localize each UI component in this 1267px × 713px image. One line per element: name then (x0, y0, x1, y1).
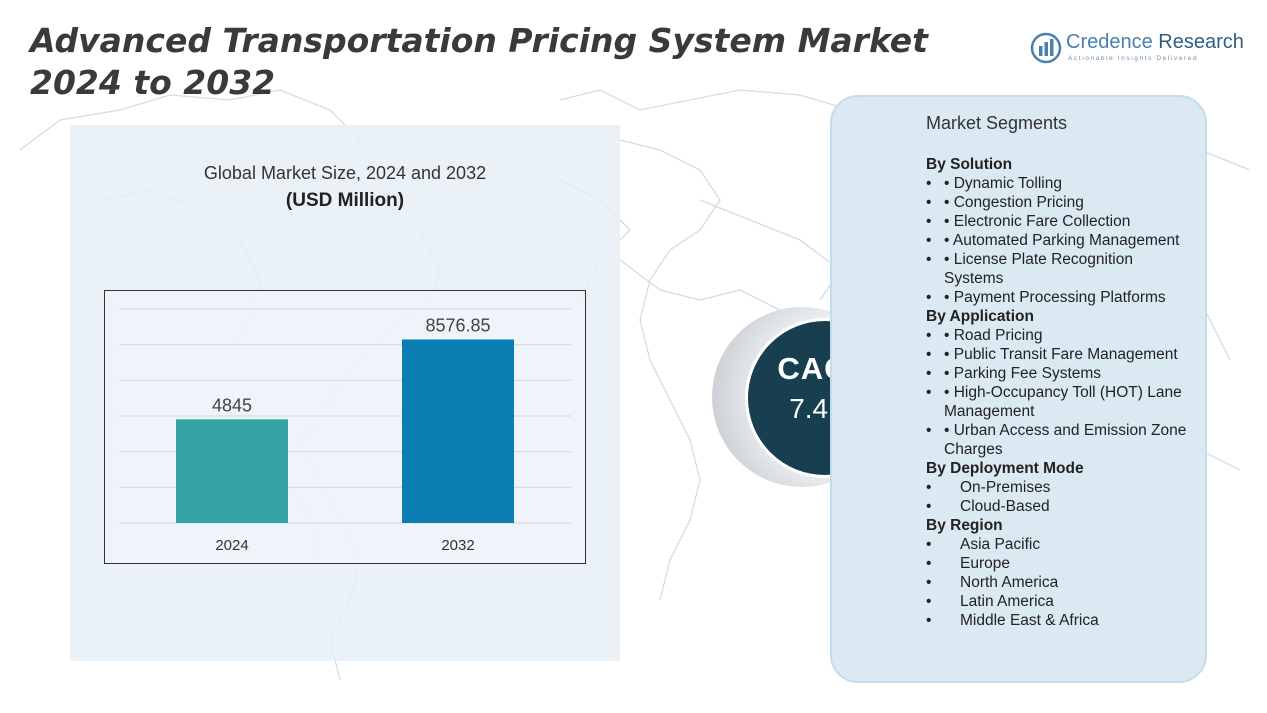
logo-chart-icon (1030, 32, 1062, 64)
segment-item: • • Dynamic Tolling (926, 174, 1196, 193)
segments-list: By Solution • • Dynamic Tolling • • Congesti… (926, 155, 1196, 630)
bullet-icon: • (926, 251, 932, 268)
logo-tagline: Actionable Insights Delivered (1068, 55, 1199, 62)
segment-item: • • Automated Parking Management (926, 231, 1196, 250)
data-label: 4845 (212, 395, 252, 415)
segment-item: • Europe (926, 554, 1196, 573)
segment-item-label: Cloud-Based (960, 498, 1050, 515)
logo-name: Credence Research (1066, 31, 1244, 54)
logo-name-first: Credence (1066, 31, 1153, 53)
segment-item-label: Europe (960, 555, 1010, 572)
x-tick-label: 2032 (441, 537, 474, 554)
segment-item-label: • Dynamic Tolling (944, 175, 1062, 192)
segment-item-label: • Road Pricing (944, 327, 1043, 344)
bullet-icon: • (926, 536, 932, 553)
bullet-icon: • (926, 327, 932, 344)
chart-title: Global Market Size, 2024 and 2032 (203, 163, 487, 183)
bullet-icon: • (926, 593, 932, 610)
segment-item-label: Latin America (960, 593, 1054, 610)
bullet-icon: • (926, 346, 932, 363)
segment-category: By Solution (926, 156, 1013, 173)
data-label: 8576.85 (425, 315, 490, 335)
segment-item: • • Public Transit Fare Management (926, 345, 1196, 364)
segment-item-label: • Electronic Fare Collection (944, 213, 1131, 230)
bullet-icon: • (926, 365, 932, 382)
segment-item-label: Asia Pacific (960, 536, 1041, 553)
segment-item: • • Congestion Pricing (926, 193, 1196, 212)
segment-item-label: North America (960, 574, 1059, 591)
logo-name-second: Research (1152, 31, 1244, 53)
chart-frame: 4845 2024 8576.85 2032 (104, 290, 586, 564)
segment-item-label: • Urban Access and Emission Zone Charges (944, 422, 1187, 458)
segment-category: By Application (926, 308, 1034, 325)
bullet-icon: • (926, 612, 932, 629)
bullet-icon: • (926, 555, 932, 572)
segment-category: By Deployment Mode (926, 460, 1084, 477)
segment-item: • • Electronic Fare Collection (926, 212, 1196, 231)
segment-item-label: On-Premises (960, 479, 1051, 496)
segment-category: By Region (926, 517, 1003, 534)
segment-item: • • License Plate Recognition Systems (926, 250, 1196, 288)
chart-panel: Global Market Size, 2024 and 2032 (USD M… (70, 125, 620, 661)
segment-item: • • High-Occupancy Toll (HOT) Lane Manage… (926, 383, 1196, 421)
bullet-icon: • (926, 422, 932, 439)
segment-item-label: Middle East & Africa (960, 612, 1099, 629)
segments-heading: Market Segments (926, 113, 1068, 133)
segment-item-label: • High-Occupancy Toll (HOT) Lane Managem… (944, 384, 1182, 420)
segment-item-label: • Congestion Pricing (944, 194, 1084, 211)
bullet-icon: • (926, 194, 932, 211)
segment-item: • • Urban Access and Emission Zone Charge… (926, 421, 1196, 459)
chart-unit-label: (USD Million) (285, 190, 405, 211)
bullet-icon: • (926, 289, 932, 306)
bullet-icon: • (926, 213, 932, 230)
x-tick-label: 2024 (215, 537, 248, 554)
bullet-icon: • (926, 232, 932, 249)
bar-2024 (176, 419, 288, 523)
bullet-icon: • (926, 498, 932, 515)
bullet-icon: • (926, 574, 932, 591)
segment-item-label: • License Plate Recognition Systems (944, 251, 1133, 287)
segment-item: • • Payment Processing Platforms (926, 288, 1196, 307)
segment-item: • Asia Pacific (926, 535, 1196, 554)
segment-item: • Latin America (926, 592, 1196, 611)
bar-chart: 4845 2024 8576.85 2032 (119, 308, 571, 554)
bullet-icon: • (926, 175, 932, 192)
credence-research-logo: Credence Research Actionable Insights De… (1030, 30, 1245, 66)
segment-item-label: • Payment Processing Platforms (944, 289, 1166, 306)
segment-item: • • Parking Fee Systems (926, 364, 1196, 383)
bullet-icon: • (926, 479, 932, 496)
segment-item: • Cloud-Based (926, 497, 1196, 516)
bar-2032 (402, 339, 514, 523)
market-segments-card: Market Segments By Solution • • Dynamic To… (830, 95, 1207, 683)
bullet-icon: • (926, 384, 932, 401)
segment-item-label: • Parking Fee Systems (944, 365, 1102, 382)
segment-item: • On-Premises (926, 478, 1196, 497)
segment-item-label: • Automated Parking Management (944, 232, 1180, 249)
segment-item: • North America (926, 573, 1196, 592)
segment-item: • Middle East & Africa (926, 611, 1196, 630)
segment-item: • • Road Pricing (926, 326, 1196, 345)
page-title: Advanced Transportation Pricing System M… (30, 21, 928, 102)
segment-item-label: • Public Transit Fare Management (944, 346, 1178, 363)
